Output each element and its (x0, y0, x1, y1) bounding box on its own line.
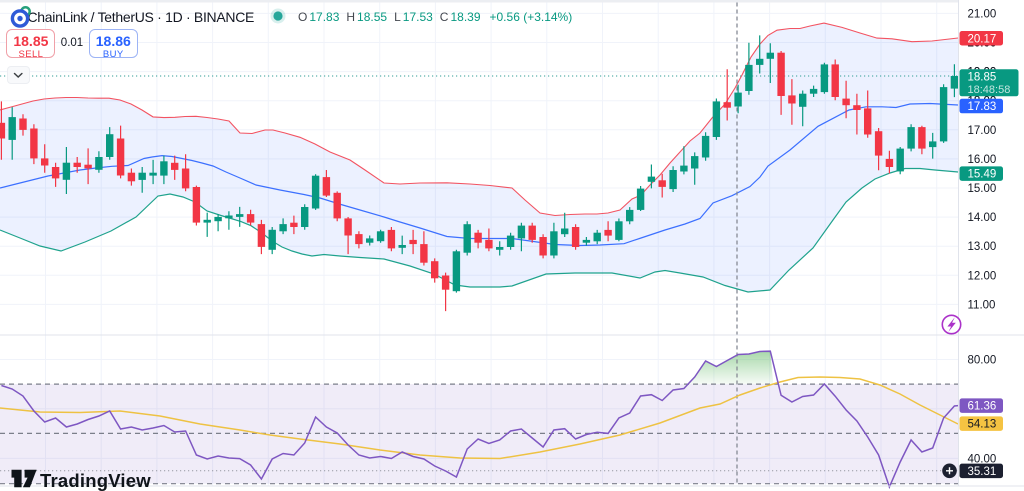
svg-text:14.00: 14.00 (968, 212, 997, 224)
svg-text:21.00: 21.00 (968, 8, 997, 20)
svg-text:13.00: 13.00 (968, 241, 997, 253)
svg-text:80.00: 80.00 (968, 355, 997, 367)
svg-text:35.31: 35.31 (968, 466, 997, 478)
svg-text:54.13: 54.13 (968, 419, 997, 431)
svg-text:18:48:58: 18:48:58 (968, 84, 1011, 96)
svg-text:40.00: 40.00 (968, 453, 997, 465)
svg-text:16.00: 16.00 (968, 154, 997, 166)
svg-text:15.00: 15.00 (968, 183, 997, 195)
svg-text:17.00: 17.00 (968, 125, 997, 137)
svg-text:TradingView: TradingView (40, 470, 151, 491)
svg-text:11.00: 11.00 (968, 299, 996, 311)
svg-text:17.83: 17.83 (968, 101, 997, 113)
svg-text:18.85: 18.85 (968, 72, 997, 84)
svg-text:20.17: 20.17 (968, 33, 997, 45)
svg-text:15.49: 15.49 (968, 169, 997, 181)
svg-text:12.00: 12.00 (968, 270, 997, 282)
svg-text:61.36: 61.36 (968, 401, 997, 413)
